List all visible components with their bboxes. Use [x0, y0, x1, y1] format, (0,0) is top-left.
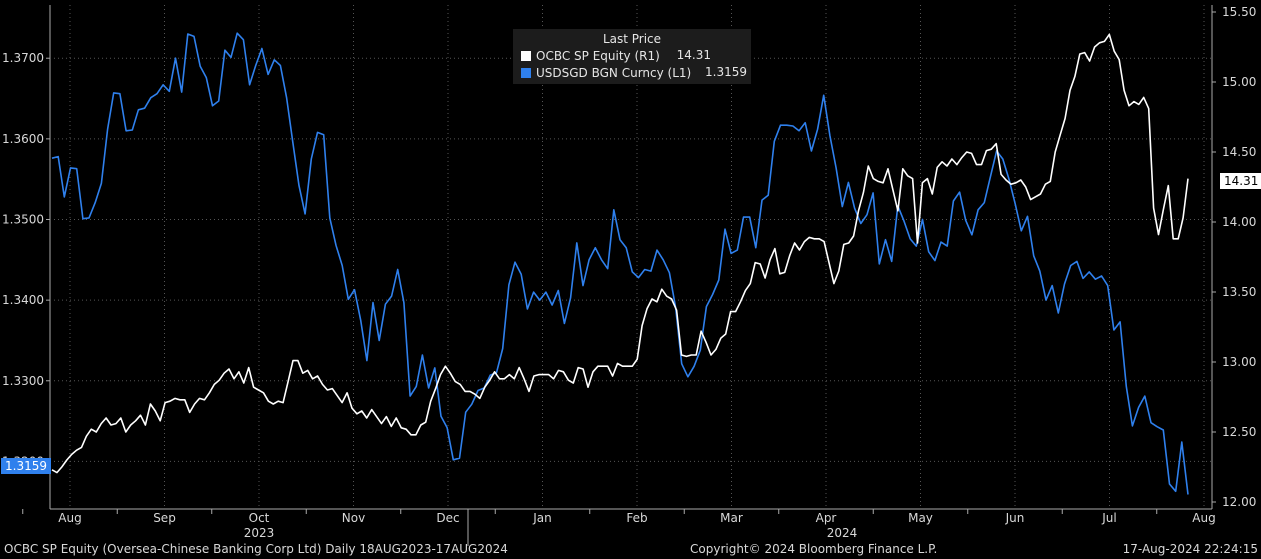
x-axis: Aug Sep Oct Nov Dec Jan Feb Mar Apr May Jun Jul Aug 2…: [22, 509, 1216, 546]
legend-value-ocbc: 14.31: [676, 48, 711, 62]
x-month-label: Sep: [153, 511, 176, 525]
x-month-label: Aug: [58, 511, 81, 525]
right-axis-ticks: 12.00 12.50 13.00 13.50 14.00 14.50 15.00 15.50: [1212, 5, 1256, 509]
x-month-label: Feb: [626, 511, 647, 525]
left-tick-label: 1.3600: [2, 132, 44, 146]
ocbc-series-line: [51, 33, 1189, 474]
footer-security-info: OCBC SP Equity (Oversea-Chinese Banking …: [4, 542, 508, 556]
legend-title: Last Price: [602, 32, 662, 46]
x-month-label: Dec: [436, 511, 459, 525]
right-tick-label: 14.00: [1222, 215, 1256, 229]
x-month-label: May: [908, 511, 933, 525]
right-tick-label: 13.50: [1222, 285, 1256, 299]
legend-label-usdsgd: USDSGD BGN Curncy (L1): [536, 65, 692, 80]
left-tick-label: 1.3500: [2, 213, 44, 227]
left-tick-label: 1.3700: [2, 51, 44, 65]
right-tick-label: 15.00: [1222, 75, 1256, 89]
footer-timestamp: 17-Aug-2024 22:24:15: [1122, 542, 1258, 556]
right-last-price-tag: 14.31: [1220, 173, 1261, 189]
x-month-label: Jun: [1005, 511, 1025, 525]
x-year-label: 2023: [244, 526, 275, 540]
legend-entry-usdsgd: USDSGD BGN Curncy (L1): [521, 65, 691, 80]
right-tick-label: 12.00: [1222, 495, 1256, 509]
left-tick-label: 1.3400: [2, 293, 44, 307]
left-last-price-tag: 1.3159: [1, 458, 51, 474]
legend-swatch-ocbc: [521, 50, 531, 61]
usdsgd-series-line: [51, 32, 1189, 495]
x-month-label: Jul: [1101, 511, 1116, 525]
chart-legend: Last Price OCBC SP Equity (R1) 14.31 USD…: [513, 29, 751, 84]
footer-copyright: Copyright© 2024 Bloomberg Finance L.P.: [690, 542, 938, 556]
x-month-label: Jan: [532, 511, 552, 525]
x-month-label: Mar: [720, 511, 743, 525]
series-lines: [51, 32, 1189, 495]
right-tick-label: 12.50: [1222, 425, 1256, 439]
x-month-label: Oct: [249, 511, 270, 525]
x-month-label: Nov: [342, 511, 365, 525]
legend-label-ocbc: OCBC SP Equity (R1): [536, 48, 660, 63]
legend-value-usdsgd: 1.3159: [705, 65, 747, 79]
x-month-label: Aug: [1192, 511, 1215, 525]
legend-entry-ocbc: OCBC SP Equity (R1): [521, 48, 660, 63]
x-month-label: Apr: [816, 511, 837, 525]
right-tick-label: 14.50: [1222, 145, 1256, 159]
left-tick-label: 1.3300: [2, 374, 44, 388]
right-tick-label: 13.00: [1222, 355, 1256, 369]
legend-swatch-usdsgd: [521, 67, 531, 78]
right-tick-label: 15.50: [1222, 5, 1256, 19]
x-year-label: 2024: [827, 526, 858, 540]
grid-lines: [49, 5, 1213, 510]
